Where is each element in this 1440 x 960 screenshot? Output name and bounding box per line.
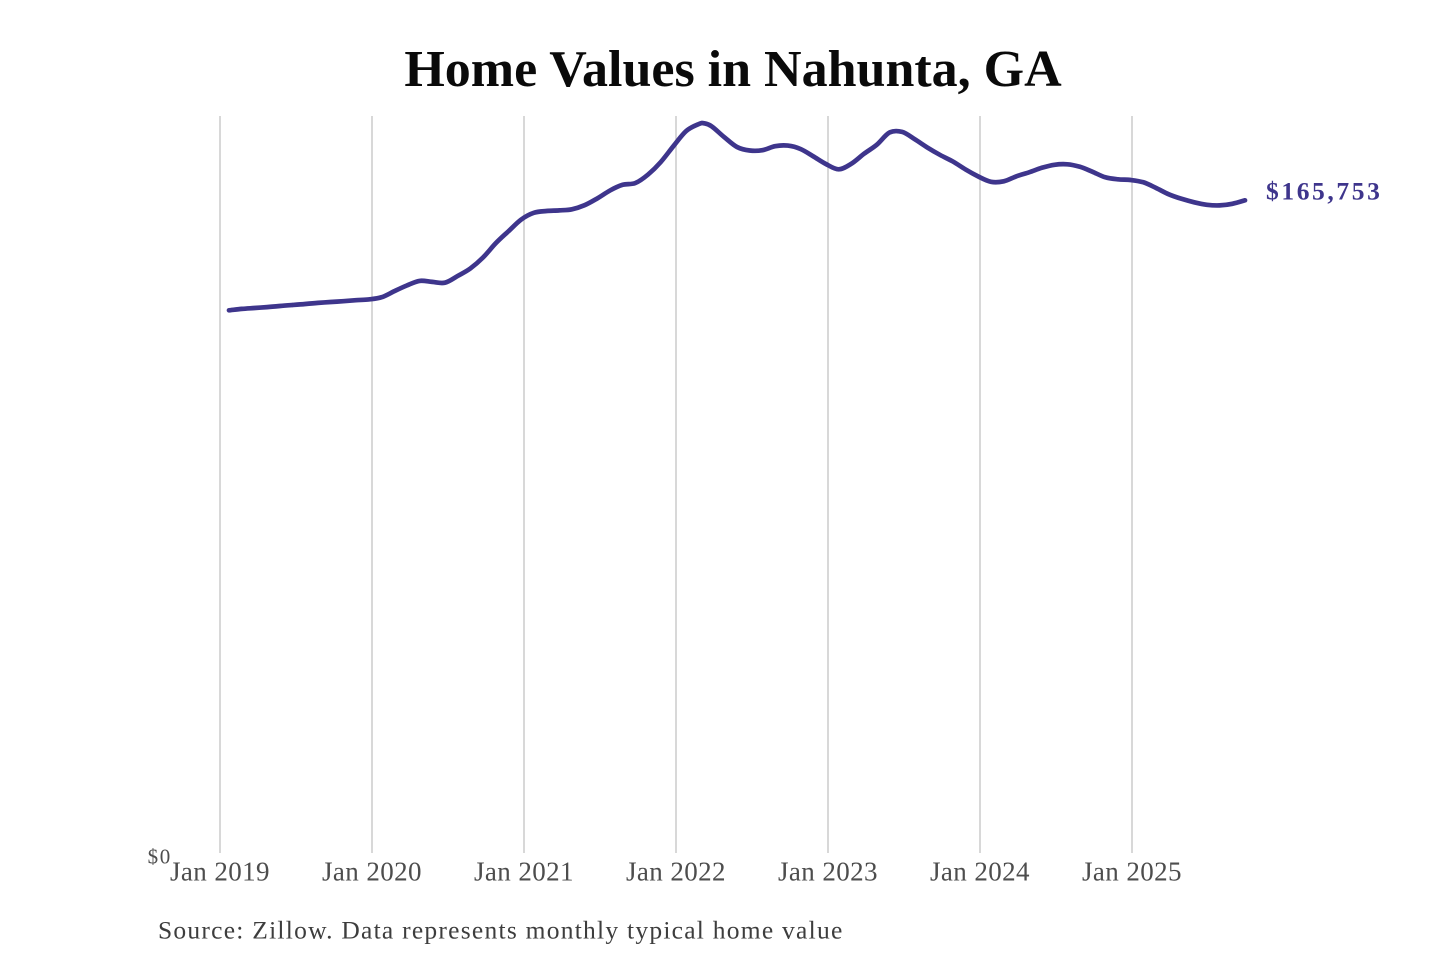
svg-text:Jan 2023: Jan 2023	[778, 857, 878, 887]
svg-text:$0: $0	[148, 845, 172, 869]
svg-text:Jan 2025: Jan 2025	[1082, 857, 1182, 887]
svg-text:Jan 2021: Jan 2021	[474, 857, 574, 887]
svg-text:Jan 2022: Jan 2022	[626, 857, 726, 887]
svg-text:$165,753: $165,753	[1266, 177, 1382, 206]
svg-text:Jan 2024: Jan 2024	[930, 857, 1030, 887]
svg-text:Home Values in Nahunta, GA: Home Values in Nahunta, GA	[404, 41, 1062, 98]
svg-text:Jan 2020: Jan 2020	[322, 857, 422, 887]
svg-text:Jan 2019: Jan 2019	[170, 857, 270, 887]
svg-text:Source: Zillow. Data represent: Source: Zillow. Data represents monthly …	[158, 915, 844, 944]
